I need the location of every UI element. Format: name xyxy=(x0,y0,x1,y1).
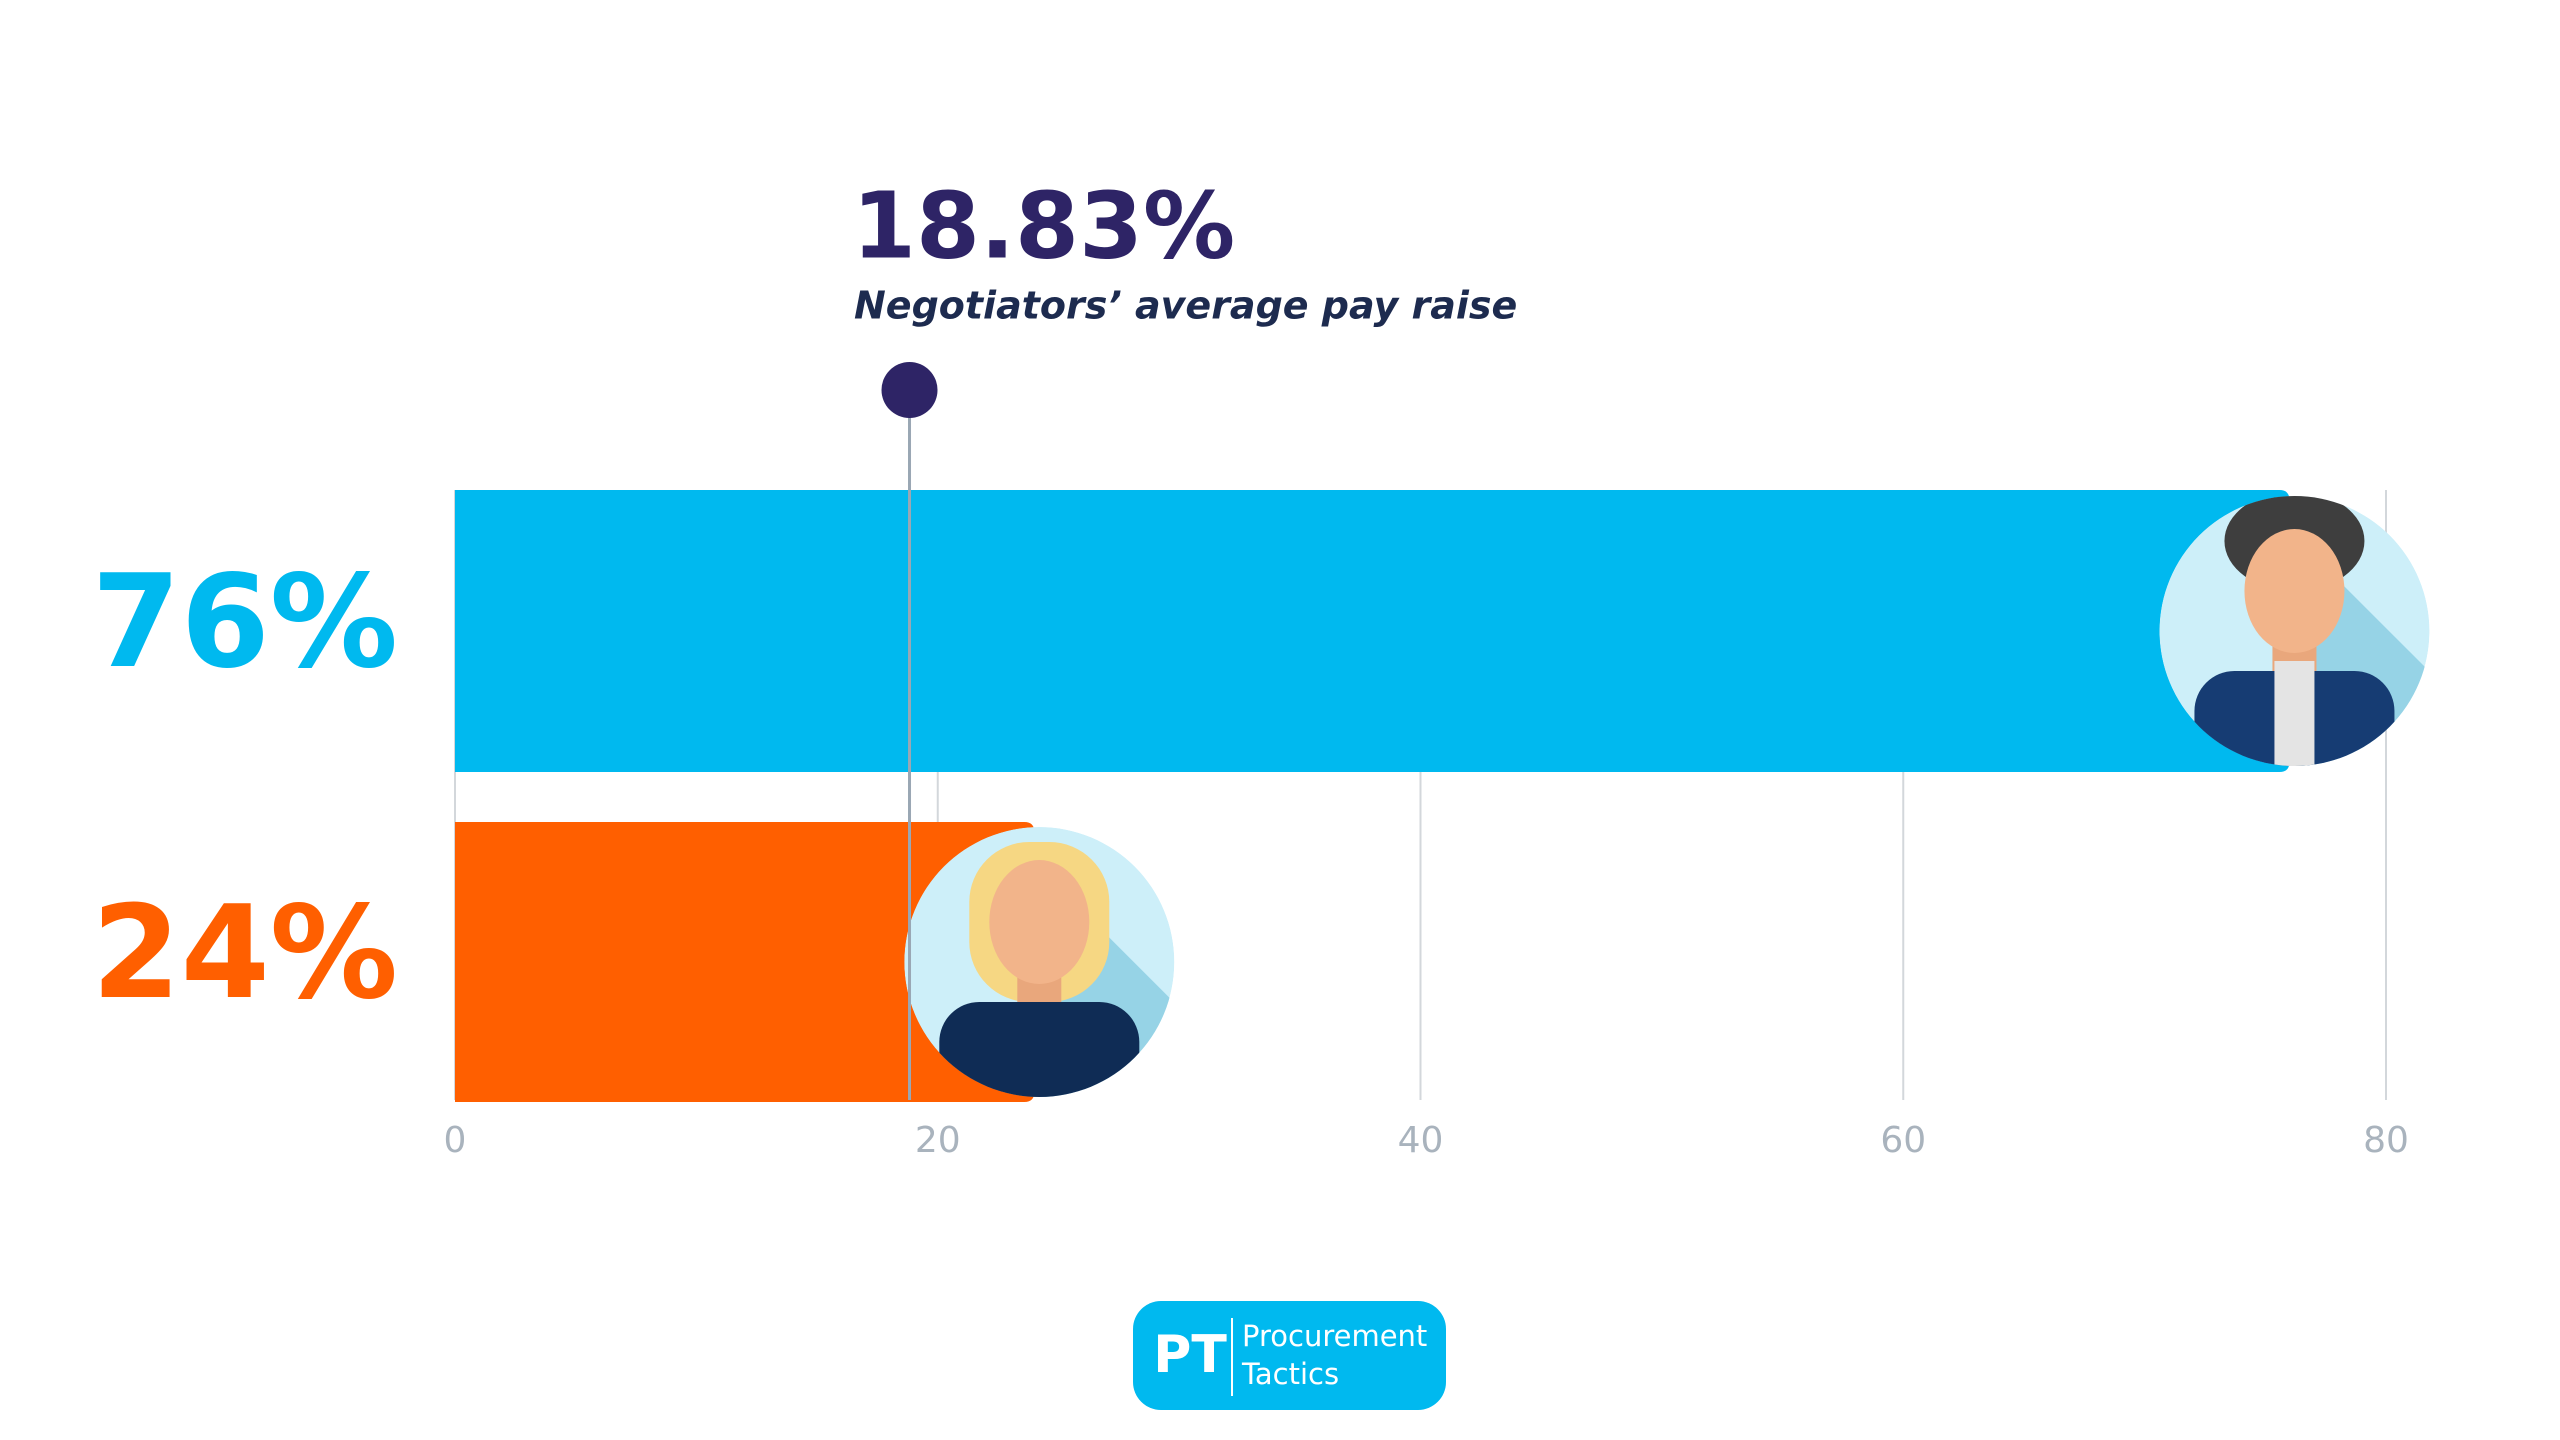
logo-line1: Procurement xyxy=(1242,1319,1427,1353)
x-tick-label: 40 xyxy=(1398,1120,1444,1161)
logo-initials: PT xyxy=(1153,1325,1227,1385)
logo-line2: Tactics xyxy=(1241,1357,1339,1391)
avatar-face xyxy=(2244,529,2345,653)
bar xyxy=(455,490,2290,772)
logo-box xyxy=(1133,1301,1446,1410)
x-tick-label: 60 xyxy=(1880,1120,1926,1161)
x-tick-label: 80 xyxy=(2363,1120,2409,1161)
avatar-body xyxy=(939,1002,1140,1097)
x-tick-label: 0 xyxy=(444,1120,467,1161)
reference-text: Negotiators’ average pay raise xyxy=(854,284,1517,328)
grid: 0 20 40 60 80 xyxy=(444,490,2409,1161)
avatar-face xyxy=(989,860,1090,984)
reference-dot xyxy=(881,362,938,418)
logo: PT Procurement Tactics xyxy=(1133,1301,1446,1410)
avatar-shirt xyxy=(2274,661,2315,766)
reference: 18.83% Negotiators’ average pay raise xyxy=(852,172,1517,1100)
x-tick-label: 20 xyxy=(915,1120,961,1161)
bars: 76% 24% xyxy=(92,490,2290,1102)
value-label: 24% xyxy=(92,879,398,1028)
reference-label: 18.83% xyxy=(852,172,1235,279)
bar xyxy=(455,822,1035,1102)
value-label: 76% xyxy=(92,548,398,697)
